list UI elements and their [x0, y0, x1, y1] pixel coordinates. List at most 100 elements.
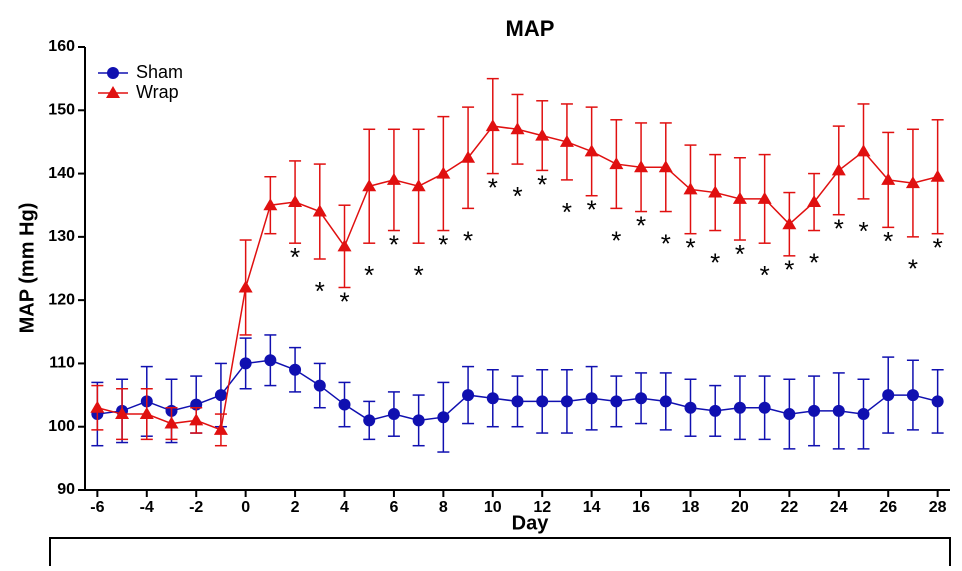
x-tick-label: 6 [389, 499, 398, 516]
data-point [559, 134, 574, 147]
significance-marker: * [562, 197, 572, 227]
x-tick-label: 12 [533, 499, 551, 516]
data-point [387, 408, 400, 421]
significance-marker: * [438, 229, 448, 259]
data-point [115, 407, 130, 420]
data-point [931, 395, 944, 408]
data-point [90, 400, 105, 413]
x-tick-label: 20 [731, 499, 749, 516]
data-point [338, 398, 351, 411]
data-point [807, 195, 822, 208]
data-point [808, 404, 821, 417]
data-point [486, 392, 499, 405]
x-tick-label: -2 [189, 499, 203, 516]
data-point [635, 392, 648, 405]
x-tick-label: 16 [632, 499, 650, 516]
data-point [683, 182, 698, 195]
data-point [609, 157, 624, 170]
data-point [709, 404, 722, 417]
significance-marker: * [488, 172, 498, 202]
significance-marker: * [537, 169, 547, 199]
x-tick-label: 22 [780, 499, 798, 516]
data-point [289, 363, 302, 376]
data-point [536, 395, 549, 408]
y-tick-label: 110 [49, 355, 75, 372]
data-point [782, 217, 797, 230]
significance-marker: * [611, 225, 621, 255]
data-point [412, 414, 425, 427]
legend-marker [106, 86, 120, 98]
x-tick-label: 8 [439, 499, 448, 516]
significance-marker: * [858, 216, 868, 246]
data-point [708, 185, 723, 198]
legend-box [49, 537, 951, 571]
x-tick-label: 2 [291, 499, 300, 516]
data-point [214, 389, 227, 402]
data-point [757, 191, 772, 204]
significance-marker: * [784, 255, 794, 285]
significance-marker: * [685, 233, 695, 263]
data-point [783, 408, 796, 421]
significance-marker: * [463, 225, 473, 255]
x-tick-label: 26 [879, 499, 897, 516]
data-point [312, 204, 327, 217]
data-point [732, 191, 747, 204]
data-point [585, 392, 598, 405]
x-axis-label: Day [512, 512, 550, 534]
data-point [856, 144, 871, 157]
data-point [436, 166, 451, 179]
significance-marker: * [315, 276, 325, 306]
data-point [288, 195, 303, 208]
x-tick-label: -4 [140, 499, 154, 516]
data-point [684, 401, 697, 414]
x-tick-label: 24 [830, 499, 848, 516]
data-point [462, 389, 475, 402]
y-tick-label: 160 [48, 38, 75, 55]
data-point [511, 395, 524, 408]
y-tick-label: 140 [48, 165, 75, 182]
data-point [733, 401, 746, 414]
significance-marker: * [908, 254, 918, 284]
x-tick-label: 18 [682, 499, 700, 516]
y-tick-label: 130 [48, 228, 75, 245]
data-point [363, 414, 376, 427]
data-point [461, 150, 476, 163]
data-point [213, 422, 228, 435]
data-point [437, 411, 450, 424]
legend-marker [107, 67, 119, 79]
data-point [337, 239, 352, 252]
x-tick-label: 28 [929, 499, 947, 516]
y-tick-label: 90 [57, 481, 75, 498]
x-tick-label: 0 [241, 499, 250, 516]
data-point [831, 163, 846, 176]
data-point [758, 401, 771, 414]
data-point [832, 404, 845, 417]
data-point [362, 179, 377, 192]
significance-marker: * [636, 210, 646, 240]
data-point [881, 172, 896, 185]
significance-marker: * [710, 247, 720, 277]
data-point [264, 354, 277, 367]
significance-marker: * [735, 239, 745, 269]
y-tick-label: 150 [48, 102, 75, 119]
significance-marker: * [290, 242, 300, 272]
data-point [239, 357, 252, 370]
significance-marker: * [834, 214, 844, 244]
x-tick-label: 4 [340, 499, 349, 516]
data-point [485, 119, 500, 132]
x-tick-label: 14 [583, 499, 601, 516]
data-point [584, 144, 599, 157]
x-tick-label: -6 [90, 499, 104, 516]
legend-label: Wrap [136, 82, 179, 102]
data-point [313, 379, 326, 392]
data-point [139, 407, 154, 420]
data-point [386, 172, 401, 185]
data-point [882, 389, 895, 402]
significance-marker: * [933, 233, 943, 263]
significance-marker: * [883, 226, 893, 256]
data-point [560, 395, 573, 408]
data-point [610, 395, 623, 408]
data-point [634, 160, 649, 173]
data-point [535, 128, 550, 141]
data-point [164, 416, 179, 429]
